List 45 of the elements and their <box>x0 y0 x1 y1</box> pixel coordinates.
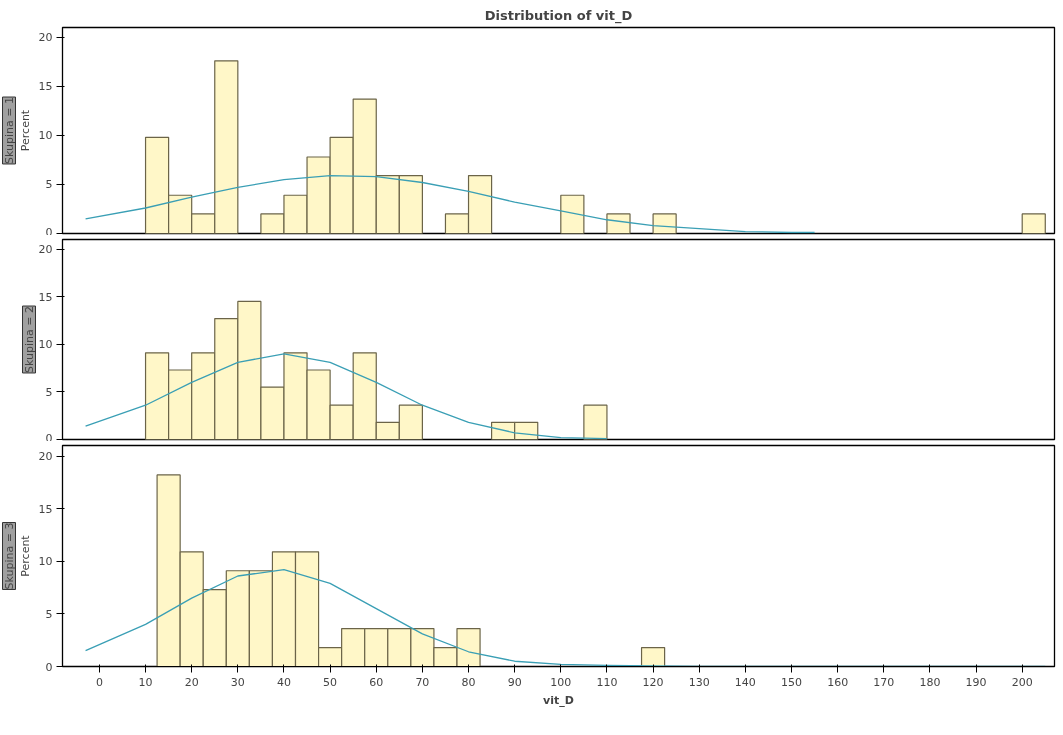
x-tick-label: 60 <box>369 675 384 689</box>
x-tick-label: 0 <box>95 675 103 689</box>
x-tick-label: 40 <box>276 675 291 689</box>
y-tick-label: 5 <box>45 607 53 621</box>
x-tick-label: 120 <box>642 675 664 689</box>
y-tick-label: 15 <box>38 80 53 94</box>
y-tick-label: 10 <box>38 555 53 569</box>
x-tick-label: 80 <box>461 675 476 689</box>
x-tick-label: 140 <box>734 675 756 689</box>
y-axis-title: Percent <box>18 109 32 152</box>
line-series <box>84 353 608 440</box>
x-tick-label: 190 <box>965 675 987 689</box>
x-tick-label: 10 <box>138 675 153 689</box>
y-tick-label: 15 <box>38 502 53 516</box>
y-tick-label: 5 <box>45 385 53 399</box>
y-axis-title: Percent <box>18 534 32 577</box>
x-tick-label: 30 <box>230 675 245 689</box>
line-series <box>84 174 816 234</box>
y-tick-label: 20 <box>38 31 53 45</box>
x-tick-label: 180 <box>919 675 941 689</box>
y-tick-label: 15 <box>38 290 53 304</box>
text: Skupina = 2 <box>22 306 36 373</box>
x-tick-label: 110 <box>596 675 618 689</box>
y-tick-label: 10 <box>38 129 53 143</box>
x-tick-label: 70 <box>415 675 430 689</box>
text: Skupina = 3 <box>2 522 16 590</box>
y-tick-label: 10 <box>38 338 53 352</box>
y-tick-label: 20 <box>38 450 53 464</box>
x-tick-label: 150 <box>781 675 803 689</box>
y-tick-label: 5 <box>45 178 53 192</box>
chart-title: Distribution of vit_D <box>484 7 633 24</box>
x-tick-label: 170 <box>873 675 895 689</box>
y-tick-label: 20 <box>38 243 53 257</box>
y-tick-label: 0 <box>45 225 53 239</box>
x-tick-label: 130 <box>688 675 710 689</box>
x-tick-label: 90 <box>507 675 522 689</box>
x-axis-title: vit_D <box>543 693 574 707</box>
x-tick-label: 160 <box>827 675 849 689</box>
x-tick-label: 100 <box>550 675 572 689</box>
x-tick-label: 200 <box>1011 675 1033 689</box>
x-tick-label: 20 <box>184 675 199 689</box>
text: Skupina = 1 <box>2 97 16 164</box>
y-tick-label: 0 <box>45 660 53 674</box>
y-tick-label: 0 <box>45 431 53 445</box>
x-tick-label: 50 <box>323 675 338 689</box>
